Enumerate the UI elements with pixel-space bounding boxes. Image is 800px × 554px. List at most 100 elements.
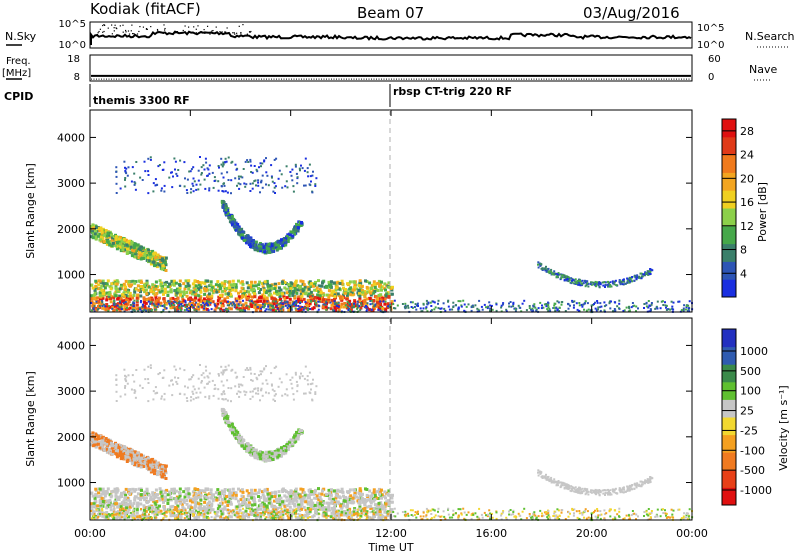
- power-cell: [190, 168, 193, 171]
- power-cell: [118, 242, 122, 246]
- velocity-cell: [280, 488, 284, 492]
- power-cell: [583, 279, 586, 282]
- power-cell: [568, 279, 571, 282]
- power-cell: [166, 294, 170, 297]
- power-cell: [90, 297, 94, 301]
- noise-sample: [234, 33, 236, 35]
- power-cell: [361, 292, 365, 296]
- velocity-cell: [434, 514, 437, 517]
- velocity-cell: [124, 515, 128, 519]
- velocity-cell: [342, 494, 345, 498]
- velocity-cell: [101, 487, 105, 491]
- velocity-cell: [253, 500, 256, 504]
- power-cell: [213, 180, 216, 182]
- power-cell: [471, 304, 474, 307]
- power-cell: [322, 303, 325, 306]
- power-cell: [255, 248, 259, 252]
- power-cell: [383, 302, 387, 306]
- power-cell: [642, 273, 645, 276]
- power-cell: [211, 171, 214, 174]
- power-cell: [115, 287, 119, 291]
- power-cell: [120, 303, 124, 307]
- power-cell: [531, 307, 534, 310]
- power-cell: [148, 308, 152, 312]
- velocity-cell: [197, 506, 201, 510]
- power-cell: [560, 276, 563, 279]
- power-cell: [209, 300, 213, 304]
- power-cell: [132, 293, 136, 297]
- power-cell: [495, 303, 498, 306]
- power-cell: [101, 305, 104, 307]
- velocity-cell: [240, 494, 244, 498]
- power-cell: [177, 310, 180, 313]
- power-cell: [277, 291, 281, 295]
- power-cell: [147, 157, 150, 160]
- velocity-cell: [386, 499, 390, 503]
- power-cell: [192, 166, 195, 169]
- velocity-cell: [223, 497, 227, 501]
- velocity-cell: [232, 509, 235, 512]
- power-cell: [244, 295, 248, 299]
- power-cell: [340, 282, 344, 286]
- velocity-cell: [372, 499, 376, 503]
- power-cell: [316, 293, 320, 297]
- power-cell: [197, 307, 201, 311]
- power-cell: [286, 300, 289, 303]
- power-cell: [171, 296, 175, 300]
- power-cell: [274, 192, 276, 194]
- power-cell: [130, 240, 134, 244]
- velocity-cell: [291, 501, 295, 505]
- velocity-cell: [288, 498, 292, 501]
- power-cell: [270, 287, 274, 291]
- power-cell: [112, 243, 116, 247]
- velocity-cell: [637, 515, 639, 518]
- velocity-cell: [226, 512, 229, 515]
- power-cell: [207, 304, 209, 307]
- power-cell: [286, 237, 290, 241]
- power-cell: [115, 182, 118, 185]
- velocity-cell: [205, 510, 208, 513]
- power-cell: [231, 285, 235, 289]
- power-cell: [189, 191, 192, 194]
- velocity-cell: [299, 505, 303, 509]
- power-cell: [514, 308, 517, 311]
- power-cell: [291, 304, 295, 308]
- velocity-cell: [187, 495, 191, 499]
- power-cell: [360, 304, 363, 307]
- power-cell: [356, 291, 360, 295]
- power-cell: [544, 269, 547, 272]
- velocity-cell: [323, 508, 327, 511]
- velocity-cell: [122, 499, 126, 503]
- noise-sample: [197, 25, 199, 27]
- velocity-cell: [174, 489, 178, 493]
- power-cell: [311, 174, 314, 177]
- power-cell: [553, 272, 556, 275]
- power-cell: [179, 184, 182, 187]
- power-cell: [279, 241, 283, 245]
- power-cell: [219, 309, 222, 312]
- power-cell: [488, 301, 491, 304]
- power-cell: [341, 293, 345, 297]
- power-cell: [96, 308, 99, 311]
- power-cell: [317, 304, 320, 307]
- power-cell: [137, 279, 141, 283]
- power-cell: [571, 279, 574, 281]
- velocity-cell: [296, 505, 300, 509]
- power-cell: [306, 298, 310, 302]
- velocity-cell: [124, 498, 128, 502]
- velocity-cell: [275, 497, 278, 501]
- power-cell: [500, 310, 503, 313]
- velocity-cell: [174, 497, 178, 501]
- power-cell: [584, 302, 586, 305]
- power-cell: [411, 301, 414, 304]
- power-cell: [157, 303, 160, 306]
- velocity-cell: [166, 498, 170, 502]
- power-cell: [183, 287, 187, 291]
- velocity-cell: [234, 493, 238, 497]
- power-cell: [239, 175, 242, 178]
- power-cell: [297, 305, 300, 307]
- power-cell: [279, 288, 283, 292]
- power-cell: [233, 303, 236, 306]
- velocity-cell: [317, 487, 320, 491]
- power-cell: [129, 306, 133, 310]
